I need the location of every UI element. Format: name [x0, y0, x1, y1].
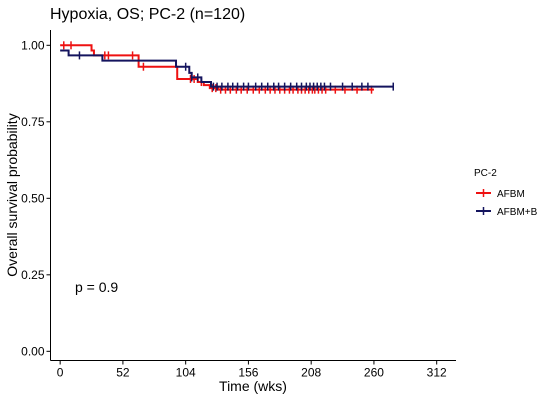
legend-entries: AFBM AFBM+B: [476, 189, 538, 218]
y-tick-label: 0.75: [21, 115, 45, 129]
x-tick-label: 312: [427, 366, 447, 380]
series-layer: [60, 41, 394, 94]
x-tick-label: 156: [238, 366, 258, 380]
legend: PC-2 AFBM AFBM+B: [474, 168, 538, 218]
x-ticks: 0 52 104 156 208 260 312: [57, 360, 447, 380]
x-axis-title: Time (wks): [219, 378, 287, 394]
y-tick-label: 1.00: [21, 38, 45, 52]
p-value-annotation: p = 0.9: [75, 279, 118, 295]
plot-area: 0 52 104 156 208 260 312 0.000.250.500.751.00 …: [21, 30, 456, 380]
legend-title: PC-2: [474, 168, 497, 179]
y-axis-title: Overall survival probability: [4, 113, 20, 276]
y-tick-label: 0.25: [21, 268, 45, 282]
legend-label: AFBM+B: [497, 207, 538, 218]
series-afbm-b: [60, 49, 394, 91]
x-tick-label: 52: [116, 366, 130, 380]
survival-curve: [60, 49, 394, 88]
chart-title: Hypoxia, OS; PC-2 (n=120): [50, 6, 245, 23]
x-tick-label: 208: [301, 366, 321, 380]
legend-label: AFBM: [497, 189, 525, 200]
x-tick-label: 0: [57, 366, 64, 380]
y-tick-label: 0.00: [21, 344, 45, 358]
y-ticks: 0.00 0.25 0.50 0.75 1.00: [21, 38, 51, 358]
x-tick-label: 104: [176, 366, 196, 380]
survival-curve: [60, 44, 374, 91]
legend-item: AFBM: [476, 189, 525, 200]
legend-item: AFBM+B: [476, 207, 538, 218]
x-tick-label: 260: [364, 366, 384, 380]
y-tick-label: 0.50: [21, 191, 45, 205]
